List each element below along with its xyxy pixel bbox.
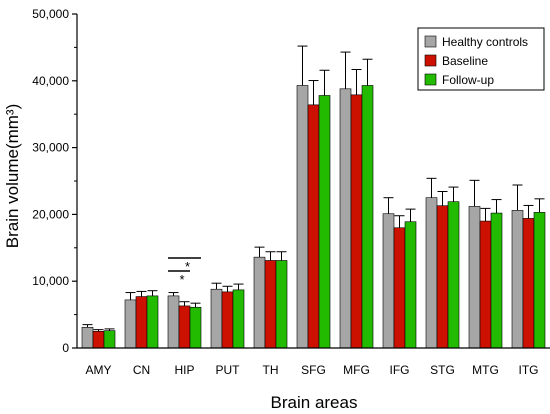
bar-stg-follow-up xyxy=(447,201,460,349)
bar-sfg-healthy-controls xyxy=(296,85,309,349)
bar-amy-baseline xyxy=(92,330,105,349)
x-tick-label: CN xyxy=(133,363,150,377)
legend: Healthy controls Baseline Follow-up xyxy=(417,27,545,91)
bar-ifg-baseline xyxy=(393,227,406,349)
legend-label: Follow-up xyxy=(442,73,494,87)
y-tick-label: 40,000 xyxy=(32,74,69,88)
legend-swatch xyxy=(424,73,437,86)
x-tick-label: HIP xyxy=(174,363,194,377)
bar-hip-baseline xyxy=(178,305,191,349)
bar-hip-healthy-controls xyxy=(167,295,180,349)
bar-th-healthy-controls xyxy=(253,256,266,349)
y-axis-title: Brain volume(mm³) xyxy=(3,104,22,249)
bar-sfg-baseline xyxy=(307,104,320,349)
bar-mtg-healthy-controls xyxy=(468,206,481,349)
bar-ifg-follow-up xyxy=(404,221,417,349)
significance-label: * xyxy=(179,272,184,287)
x-tick-label: IFG xyxy=(390,363,410,377)
legend-box xyxy=(417,27,545,91)
bar-amy-healthy-controls xyxy=(81,326,94,349)
x-tick-label: AMY xyxy=(85,363,111,377)
bar-mfg-healthy-controls xyxy=(339,88,352,349)
bar-put-healthy-controls xyxy=(210,288,223,349)
bar-stg-healthy-controls xyxy=(425,197,438,349)
y-tick-label: 20,000 xyxy=(32,207,69,221)
plot-area: ** xyxy=(81,45,546,349)
x-tick-label: MFG xyxy=(343,363,370,377)
legend-label: Baseline xyxy=(442,54,488,68)
x-tick-label: MTG xyxy=(472,363,499,377)
bar-put-follow-up xyxy=(232,289,245,349)
x-axis-title: Brain areas xyxy=(271,393,358,412)
bar-cn-baseline xyxy=(135,296,148,349)
y-tick-label: 0 xyxy=(62,341,69,355)
significance-label: * xyxy=(185,259,190,274)
bar-mfg-baseline xyxy=(350,94,363,349)
axes: 0 10,000 20,000 30,000 40,000 50,000 AMY CN HIP P… xyxy=(32,7,550,377)
bar-cn-healthy-controls xyxy=(124,299,137,349)
bar-itg-healthy-controls xyxy=(511,210,524,349)
y-tick-label: 10,000 xyxy=(32,274,69,288)
legend-label: Healthy controls xyxy=(442,35,528,49)
y-tick-label: 30,000 xyxy=(32,141,69,155)
legend-swatch xyxy=(424,54,437,67)
bar-amy-follow-up xyxy=(103,330,116,349)
bar-mfg-follow-up xyxy=(361,85,374,349)
x-tick-label: TH xyxy=(263,363,279,377)
bar-mtg-baseline xyxy=(479,220,492,349)
x-tick-label: STG xyxy=(430,363,455,377)
bar-itg-baseline xyxy=(522,218,535,349)
bar-th-baseline xyxy=(264,260,277,349)
bar-itg-follow-up xyxy=(533,212,546,349)
y-tick-label: 50,000 xyxy=(32,7,69,21)
bar-ifg-healthy-controls xyxy=(382,213,395,349)
bar-put-baseline xyxy=(221,291,234,349)
bar-cn-follow-up xyxy=(146,295,159,349)
bar-sfg-follow-up xyxy=(318,95,331,349)
bar-th-follow-up xyxy=(275,260,288,349)
bar-mtg-follow-up xyxy=(490,212,503,349)
x-tick-label: ITG xyxy=(519,363,539,377)
legend-swatch xyxy=(424,35,437,48)
bar-hip-follow-up xyxy=(189,306,202,349)
x-tick-label: PUT xyxy=(216,363,241,377)
x-tick-label: SFG xyxy=(301,363,326,377)
bar-stg-baseline xyxy=(436,205,449,349)
